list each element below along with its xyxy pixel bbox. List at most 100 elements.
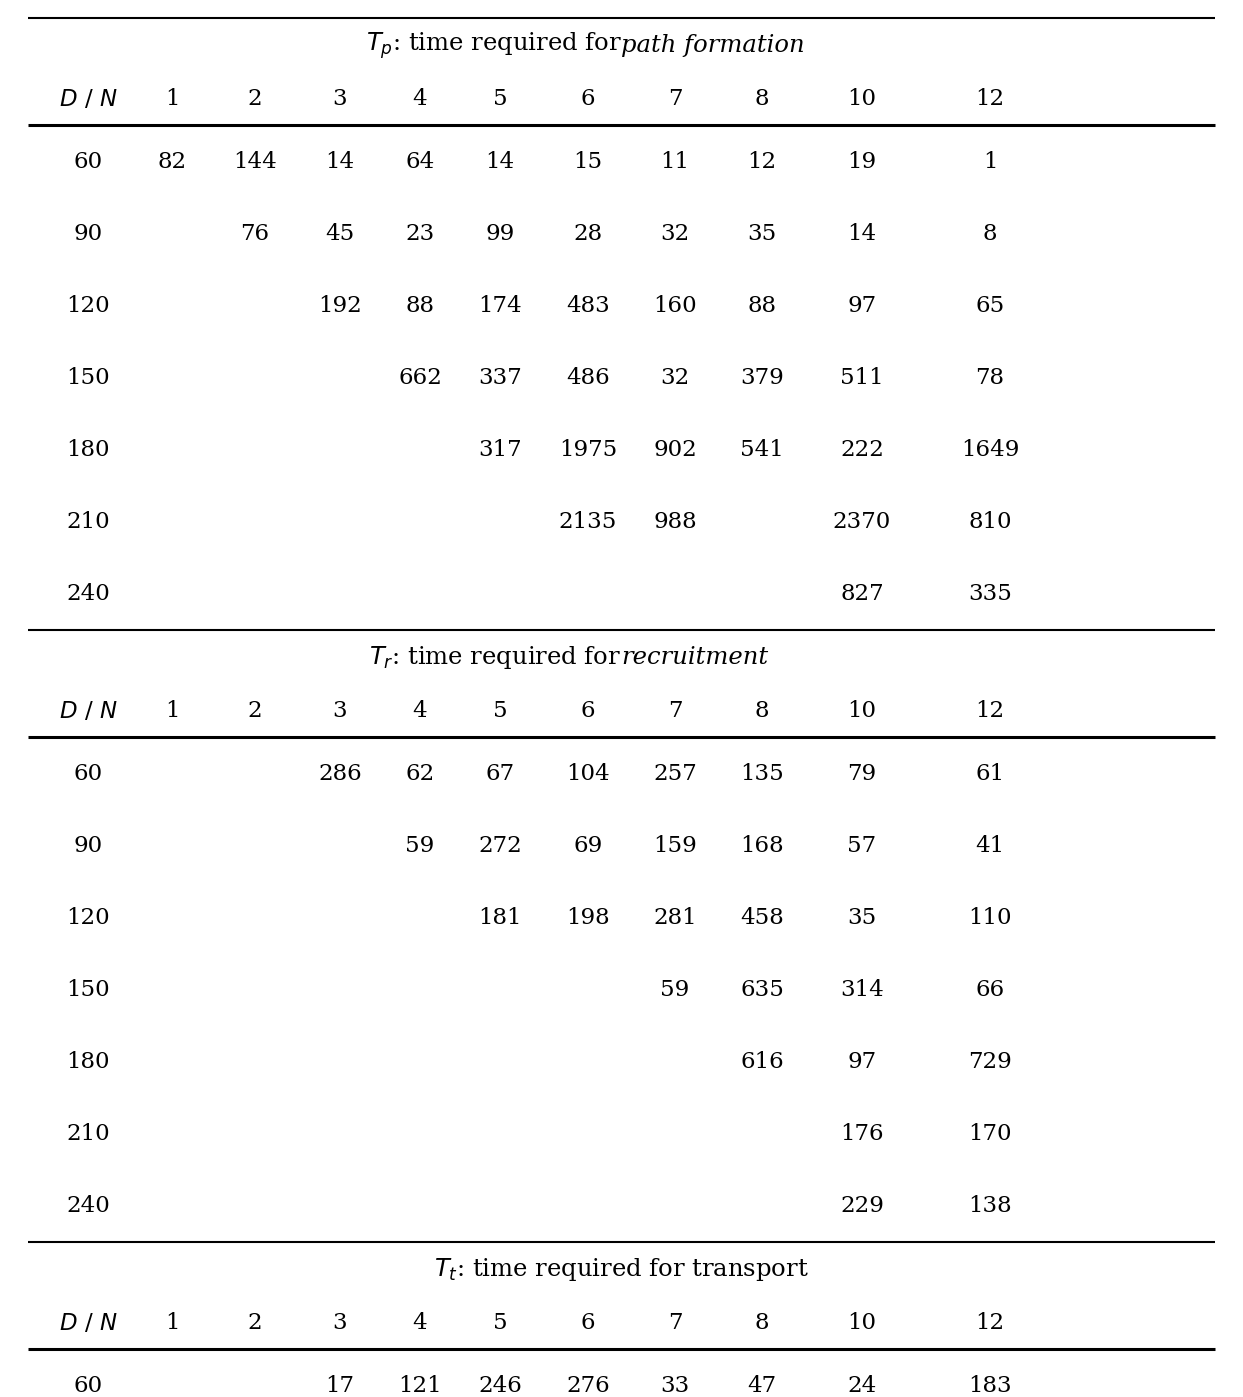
Text: 246: 246	[479, 1375, 522, 1397]
Text: 3: 3	[333, 1312, 347, 1334]
Text: 317: 317	[479, 439, 522, 461]
Text: 135: 135	[740, 763, 784, 785]
Text: 2: 2	[247, 88, 262, 110]
Text: 6: 6	[580, 1312, 595, 1334]
Text: 24: 24	[848, 1375, 876, 1397]
Text: 810: 810	[968, 511, 1012, 534]
Text: 159: 159	[653, 835, 697, 856]
Text: path formation: path formation	[622, 34, 805, 57]
Text: 88: 88	[405, 295, 435, 317]
Text: 635: 635	[740, 979, 784, 1002]
Text: $D\ /\ N$: $D\ /\ N$	[58, 1312, 117, 1334]
Text: 281: 281	[653, 907, 697, 929]
Text: 511: 511	[840, 367, 884, 388]
Text: 121: 121	[398, 1375, 441, 1397]
Text: 174: 174	[479, 295, 522, 317]
Text: $T_t$: time required for transport: $T_t$: time required for transport	[434, 1256, 809, 1282]
Text: 4: 4	[413, 88, 428, 110]
Text: 65: 65	[976, 295, 1004, 317]
Text: 1649: 1649	[961, 439, 1019, 461]
Text: 69: 69	[573, 835, 603, 856]
Text: 541: 541	[740, 439, 784, 461]
Text: 7: 7	[667, 1312, 682, 1334]
Text: 335: 335	[968, 583, 1012, 605]
Text: 67: 67	[486, 763, 515, 785]
Text: 180: 180	[66, 439, 109, 461]
Text: 180: 180	[66, 1051, 109, 1073]
Text: 76: 76	[240, 224, 270, 244]
Text: 47: 47	[747, 1375, 777, 1397]
Text: 1: 1	[983, 151, 997, 173]
Text: 15: 15	[573, 151, 603, 173]
Text: 2135: 2135	[559, 511, 618, 534]
Text: 7: 7	[667, 700, 682, 722]
Text: 210: 210	[66, 511, 109, 534]
Text: 1: 1	[165, 1312, 179, 1334]
Text: 3: 3	[333, 88, 347, 110]
Text: 483: 483	[566, 295, 610, 317]
Text: 32: 32	[660, 367, 690, 388]
Text: 12: 12	[976, 88, 1004, 110]
Text: 150: 150	[66, 979, 109, 1002]
Text: 458: 458	[740, 907, 784, 929]
Text: 662: 662	[398, 367, 443, 388]
Text: 210: 210	[66, 1123, 109, 1146]
Text: 41: 41	[976, 835, 1004, 856]
Text: 17: 17	[326, 1375, 354, 1397]
Text: 170: 170	[968, 1123, 1012, 1146]
Text: 1: 1	[165, 700, 179, 722]
Text: 144: 144	[234, 151, 277, 173]
Text: 2: 2	[247, 1312, 262, 1334]
Text: 222: 222	[840, 439, 884, 461]
Text: 272: 272	[479, 835, 522, 856]
Text: 35: 35	[747, 224, 777, 244]
Text: 988: 988	[653, 511, 697, 534]
Text: 79: 79	[848, 763, 876, 785]
Text: 61: 61	[976, 763, 1004, 785]
Text: recruitment: recruitment	[622, 645, 768, 669]
Text: 902: 902	[653, 439, 697, 461]
Text: 64: 64	[405, 151, 435, 173]
Text: 6: 6	[580, 700, 595, 722]
Text: 229: 229	[840, 1194, 884, 1217]
Text: 337: 337	[479, 367, 522, 388]
Text: 181: 181	[479, 907, 522, 929]
Text: 90: 90	[73, 835, 103, 856]
Text: 138: 138	[968, 1194, 1012, 1217]
Text: 120: 120	[66, 907, 109, 929]
Text: 28: 28	[573, 224, 603, 244]
Text: 104: 104	[567, 763, 610, 785]
Text: 192: 192	[318, 295, 362, 317]
Text: 11: 11	[660, 151, 690, 173]
Text: 59: 59	[660, 979, 690, 1002]
Text: 10: 10	[848, 700, 876, 722]
Text: 7: 7	[667, 88, 682, 110]
Text: 12: 12	[747, 151, 777, 173]
Text: 19: 19	[848, 151, 876, 173]
Text: 60: 60	[73, 151, 103, 173]
Text: 160: 160	[653, 295, 697, 317]
Text: $D\ /\ N$: $D\ /\ N$	[58, 700, 117, 722]
Text: 57: 57	[848, 835, 876, 856]
Text: 1: 1	[165, 88, 179, 110]
Text: 6: 6	[580, 88, 595, 110]
Text: 4: 4	[413, 1312, 428, 1334]
Text: 827: 827	[840, 583, 884, 605]
Text: 90: 90	[73, 224, 103, 244]
Text: 59: 59	[405, 835, 435, 856]
Text: 276: 276	[566, 1375, 610, 1397]
Text: 486: 486	[566, 367, 610, 388]
Text: 62: 62	[405, 763, 435, 785]
Text: $D\ /\ N$: $D\ /\ N$	[58, 88, 117, 110]
Text: 5: 5	[492, 1312, 507, 1334]
Text: 10: 10	[848, 1312, 876, 1334]
Text: 198: 198	[567, 907, 610, 929]
Text: 2370: 2370	[833, 511, 891, 534]
Text: 99: 99	[485, 224, 515, 244]
Text: 120: 120	[66, 295, 109, 317]
Text: 4: 4	[413, 700, 428, 722]
Text: 286: 286	[318, 763, 362, 785]
Text: 314: 314	[840, 979, 884, 1002]
Text: 97: 97	[848, 1051, 876, 1073]
Text: 33: 33	[660, 1375, 690, 1397]
